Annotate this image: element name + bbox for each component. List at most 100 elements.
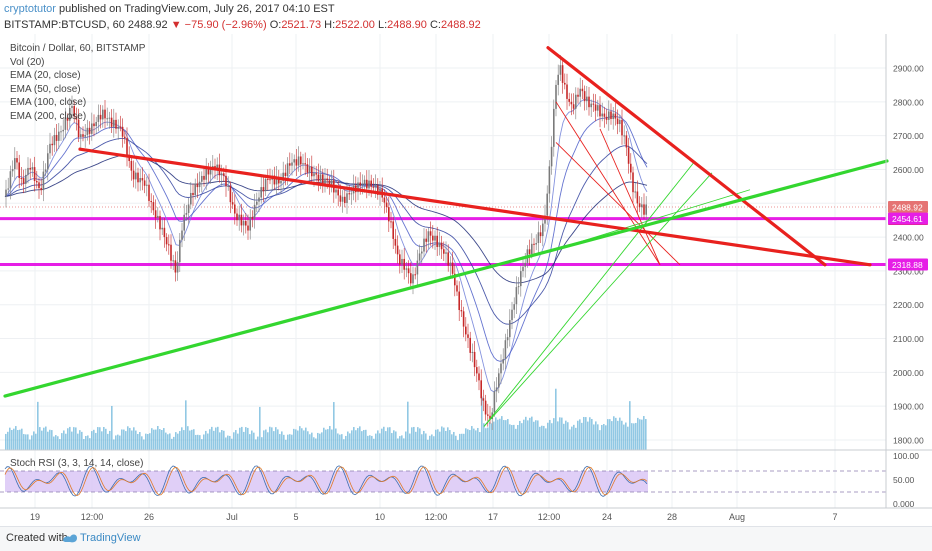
time-tick-label: 12:00 — [425, 512, 448, 522]
volume-bar — [403, 438, 405, 450]
candle-body — [58, 131, 60, 141]
candle-body — [95, 121, 97, 127]
candle-body — [71, 106, 73, 108]
volume-bar — [231, 438, 233, 450]
volume-bar — [555, 388, 557, 450]
candle-body — [146, 184, 148, 186]
candle-body — [124, 136, 126, 139]
candle-body — [209, 169, 212, 175]
plot-area[interactable] — [0, 34, 886, 506]
candle-body — [157, 215, 159, 218]
price-label-box — [888, 201, 928, 214]
price-tick-label: 1900.00 — [893, 402, 924, 412]
volume-bar — [115, 435, 117, 450]
stoch-tick-label: 50.00 — [893, 475, 915, 485]
candle-body — [601, 113, 603, 117]
volume-bar — [603, 423, 605, 450]
volume-bar — [463, 433, 465, 450]
trend-lines — [3, 46, 889, 398]
volume-bar — [167, 434, 169, 450]
volume-bar — [101, 431, 103, 450]
candle-body — [438, 242, 441, 247]
volume-bar — [641, 419, 643, 450]
price-tick-label: 2300.00 — [893, 266, 924, 276]
candle-body — [392, 221, 394, 239]
tradingview-logo-icon — [63, 534, 77, 543]
volume-bar — [553, 418, 555, 450]
candle-body — [627, 147, 630, 164]
candle-body — [344, 196, 346, 203]
volume-bar — [539, 426, 541, 450]
volume-bar — [549, 419, 551, 450]
candle-body — [577, 94, 579, 97]
volume-bar — [589, 417, 591, 450]
candle-body — [623, 135, 625, 137]
candle-body — [509, 320, 511, 338]
volume-bar — [233, 432, 235, 450]
candle-body — [460, 310, 463, 312]
volume-bar — [309, 434, 311, 450]
volume-bar — [617, 420, 619, 450]
volume-bar — [259, 406, 261, 450]
candle-body — [75, 116, 78, 120]
volume-bar — [417, 427, 419, 450]
candle-body — [163, 227, 166, 238]
candle-body — [194, 183, 196, 196]
volume-bar — [327, 429, 329, 450]
volume-bar — [315, 438, 317, 450]
candle-body — [590, 103, 592, 108]
time-tick-label: 17 — [488, 512, 498, 522]
candle-body — [440, 242, 443, 250]
candle-body — [297, 156, 300, 166]
time-tick-label: 10 — [375, 512, 385, 522]
volume-bar — [111, 405, 113, 450]
time-axis[interactable]: 19 12:00 26 Jul 5 10 12:00 17 12:00 24 28 Aug 7 — [30, 512, 838, 522]
volume-bar — [399, 436, 401, 450]
candle-body — [399, 254, 401, 265]
candle-body — [51, 143, 53, 146]
candle-body — [476, 367, 478, 374]
candle-body — [282, 172, 284, 181]
candle-body — [275, 176, 278, 185]
volume-bar — [45, 426, 47, 450]
ema-line — [4, 154, 648, 284]
candle-body — [190, 192, 192, 205]
candle-body — [588, 96, 590, 108]
candle-body — [220, 173, 223, 176]
volume-bar — [489, 422, 491, 450]
volume-bar — [33, 431, 35, 450]
candle-body — [234, 204, 236, 214]
volume-bar — [349, 433, 351, 450]
fan-line-green — [483, 160, 696, 427]
candle-body — [280, 180, 282, 184]
volume-bar — [361, 431, 363, 450]
volume-bar — [63, 430, 65, 450]
volume-bar — [211, 426, 213, 450]
candle-body — [150, 200, 152, 203]
price-axis[interactable]: 2900.002800.002700.002600.002500.002400.… — [893, 64, 924, 446]
candle-body — [473, 351, 476, 368]
volume-bar — [151, 428, 153, 450]
volume-bar — [189, 430, 191, 450]
close-label: C: — [429, 19, 441, 31]
author-link[interactable]: cryptotutor — [4, 3, 56, 15]
volume-bars — [5, 388, 647, 450]
candle-body — [522, 266, 524, 272]
volume-bar — [59, 439, 61, 450]
volume-bar — [391, 433, 393, 450]
volume-bar — [177, 433, 179, 450]
volume-bar — [69, 426, 71, 450]
candle-body — [196, 183, 199, 188]
candle-body — [198, 181, 201, 188]
candle-body — [592, 103, 595, 105]
volume-bar — [37, 401, 39, 450]
volume-bar — [411, 427, 413, 450]
volume-bar — [405, 431, 407, 450]
candle-body — [498, 373, 500, 388]
candle-body — [168, 244, 170, 246]
candle-body — [495, 387, 498, 392]
tradingview-link[interactable]: TradingView — [80, 532, 141, 544]
fan-line-red — [555, 101, 661, 266]
price-chart[interactable]: 2900.002800.002700.002600.002500.002400.… — [0, 0, 932, 526]
volume-bar — [515, 428, 517, 450]
